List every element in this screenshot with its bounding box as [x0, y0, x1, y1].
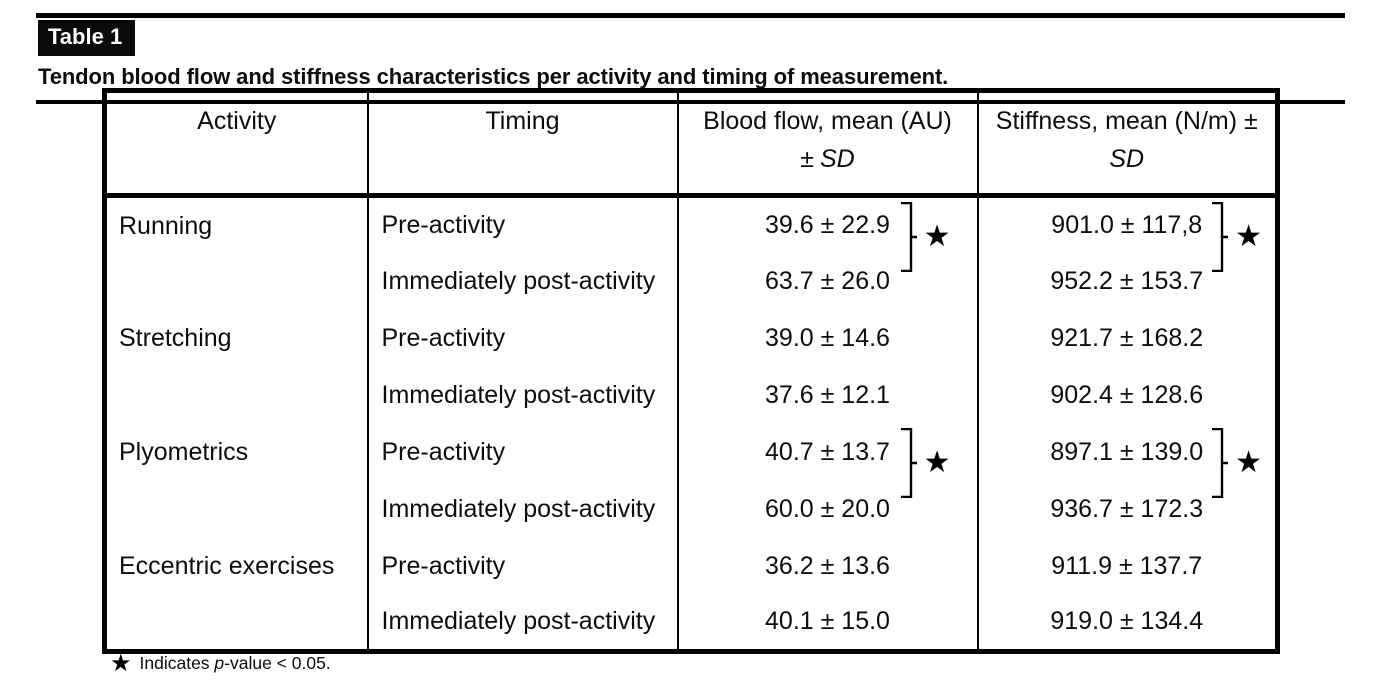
- blood-flow-cell: 60.0 ± 20.0: [677, 480, 979, 538]
- stiffness-value: 921.7 ± 168.2: [1050, 323, 1204, 352]
- timing-cell: Immediately post-activity: [367, 480, 679, 538]
- activity-cell: Running: [104, 195, 369, 310]
- blood-flow-value: 60.0 ± 20.0: [765, 494, 890, 523]
- activity-cell: Eccentric exercises: [104, 537, 369, 652]
- stiffness-cell: 897.1 ± 139.0 ★: [978, 424, 1278, 498]
- table-label: Table 1: [38, 20, 136, 56]
- blood-flow-value: 39.0 ± 14.6: [765, 323, 890, 352]
- blood-flow-value: 37.6 ± 12.1: [765, 380, 890, 409]
- timing-cell: Pre-activity: [367, 423, 679, 481]
- footnote-suffix: -value < 0.05.: [224, 652, 331, 673]
- blood-flow-cell: 40.7 ± 13.7 ★: [677, 423, 979, 498]
- blood-flow-value: 36.2 ± 13.6: [765, 551, 890, 580]
- footnote-star-icon: ★: [110, 649, 132, 677]
- footnote-p-italic: p: [214, 652, 225, 673]
- blood-flow-cell: 40.1 ± 15.0: [677, 594, 979, 652]
- activity-cell: Plyometrics: [104, 423, 369, 538]
- stiffness-value: 936.7 ± 172.3: [1050, 494, 1204, 523]
- significance-star-icon: ★: [923, 219, 951, 254]
- blood-flow-value: 39.6 ± 22.9: [765, 210, 890, 239]
- footnote-prefix: Indicates: [139, 652, 215, 673]
- timing-cell: Immediately post-activity: [367, 366, 679, 424]
- data-table: Activity Timing Blood flow, mean (AU) ± S…: [102, 88, 1280, 654]
- stiffness-cell: 902.4 ± 128.6: [978, 367, 1278, 424]
- col-header-activity: Activity: [104, 90, 369, 198]
- col-header-stiffness: Stiffness, mean (N/m) ± SD: [977, 90, 1278, 198]
- stiffness-cell: 919.0 ± 134.4: [978, 595, 1278, 652]
- blood-flow-cell: 36.2 ± 13.6: [677, 537, 979, 595]
- significance-star-icon: ★: [1235, 444, 1262, 480]
- table-row: Stretching Pre-activity 39.0 ± 14.6 921.…: [104, 309, 1278, 424]
- stiffness-value: 901.0 ± 117,8: [1051, 210, 1203, 239]
- significance-star-icon: ★: [1235, 219, 1262, 254]
- stiffness-value: 897.1 ± 139.0: [1050, 437, 1204, 466]
- table-row: Immediately post-activity 63.7 ± 26.0 95…: [105, 252, 1278, 310]
- blood-flow-value: 40.1 ± 15.0: [765, 607, 890, 636]
- col-header-timing: Timing: [367, 90, 679, 198]
- blood-flow-header-line2: ± SD: [680, 140, 976, 178]
- footnote: ★ Indicates p-value < 0.05.: [110, 651, 331, 675]
- timing-cell: Pre-activity: [367, 195, 679, 253]
- top-rule: [36, 13, 1345, 18]
- stiffness-value: 952.2 ± 153.7: [1050, 266, 1204, 295]
- table-row: Immediately post-activity 37.6 ± 12.1 90…: [105, 366, 1278, 424]
- stiffness-cell: 936.7 ± 172.3: [978, 481, 1278, 538]
- activity-cell: Stretching: [104, 309, 369, 424]
- timing-cell: Pre-activity: [367, 309, 679, 367]
- stiffness-value: 902.4 ± 128.6: [1050, 380, 1204, 409]
- table-caption: Tendon blood flow and stiffness characte…: [38, 64, 949, 89]
- blood-flow-cell: 39.0 ± 14.6: [677, 309, 979, 367]
- stiffness-cell: 911.9 ± 137.7: [978, 538, 1278, 595]
- timing-cell: Immediately post-activity: [367, 252, 679, 310]
- stiffness-value: 911.9 ± 137.7: [1051, 551, 1203, 580]
- table-row: Immediately post-activity 60.0 ± 20.0 93…: [105, 480, 1278, 538]
- timing-cell: Pre-activity: [367, 537, 679, 595]
- stiffness-cell: 952.2 ± 153.7: [978, 253, 1278, 310]
- significance-star-icon: ★: [923, 444, 951, 480]
- blood-flow-cell: 39.6 ± 22.9 ★: [677, 195, 979, 272]
- sd-label: SD: [820, 145, 855, 173]
- table-row: Eccentric exercises Pre-activity 36.2 ± …: [104, 537, 1278, 652]
- stiffness-header-line2: SD: [980, 140, 1275, 178]
- blood-flow-value: 63.7 ± 26.0: [765, 266, 890, 295]
- stiffness-cell: 921.7 ± 168.2: [978, 310, 1278, 367]
- stiffness-value: 919.0 ± 134.4: [1050, 607, 1204, 636]
- header-row: Activity Timing Blood flow, mean (AU) ± S…: [104, 90, 1278, 198]
- table-row: Plyometrics Pre-activity 40.7 ± 13.7 ★ 8…: [104, 423, 1278, 538]
- plus-minus-symbol: ±: [800, 145, 814, 173]
- col-header-blood-flow: Blood flow, mean (AU) ± SD: [677, 90, 979, 198]
- sd-label: SD: [1109, 145, 1145, 173]
- blood-flow-cell: 63.7 ± 26.0: [677, 252, 979, 310]
- stiffness-header-line1: Stiffness, mean (N/m) ±: [995, 107, 1258, 135]
- blood-flow-header-line1: Blood flow, mean (AU): [703, 107, 952, 135]
- footnote-text: Indicates p-value < 0.05.: [140, 653, 331, 674]
- table-row: Immediately post-activity 40.1 ± 15.0 91…: [105, 594, 1278, 652]
- table-row: Running Pre-activity 39.6 ± 22.9 ★ 901.0…: [104, 195, 1278, 310]
- timing-cell: Immediately post-activity: [367, 594, 679, 652]
- stiffness-cell: 901.0 ± 117,8 ★: [978, 196, 1278, 272]
- blood-flow-value: 40.7 ± 13.7: [765, 437, 890, 466]
- blood-flow-cell: 37.6 ± 12.1: [677, 366, 979, 424]
